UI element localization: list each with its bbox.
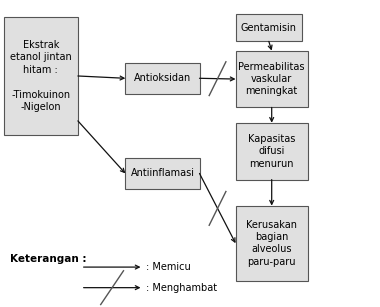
FancyBboxPatch shape: [125, 158, 200, 189]
Text: Kapasitas
difusi
menurun: Kapasitas difusi menurun: [248, 134, 295, 169]
Text: : Memicu: : Memicu: [146, 262, 191, 272]
Text: Antioksidan: Antioksidan: [134, 73, 191, 83]
Text: Keterangan :: Keterangan :: [10, 255, 86, 264]
Text: Kerusakan
bagian
alveolus
paru-paru: Kerusakan bagian alveolus paru-paru: [246, 220, 297, 267]
FancyBboxPatch shape: [125, 63, 200, 94]
Text: Gentamisin: Gentamisin: [241, 23, 297, 33]
Text: Antiinflamasi: Antiinflamasi: [130, 169, 195, 178]
FancyBboxPatch shape: [236, 123, 308, 180]
FancyBboxPatch shape: [236, 14, 302, 41]
FancyBboxPatch shape: [236, 51, 308, 107]
Text: Ekstrak
etanol jintan
hitam :

-Timokuinon
-Nigelon: Ekstrak etanol jintan hitam : -Timokuino…: [10, 40, 72, 112]
FancyBboxPatch shape: [4, 17, 78, 135]
Text: : Menghambat: : Menghambat: [146, 283, 217, 293]
Text: Permeabilitas
vaskular
meningkat: Permeabilitas vaskular meningkat: [239, 62, 305, 96]
FancyBboxPatch shape: [236, 206, 308, 281]
